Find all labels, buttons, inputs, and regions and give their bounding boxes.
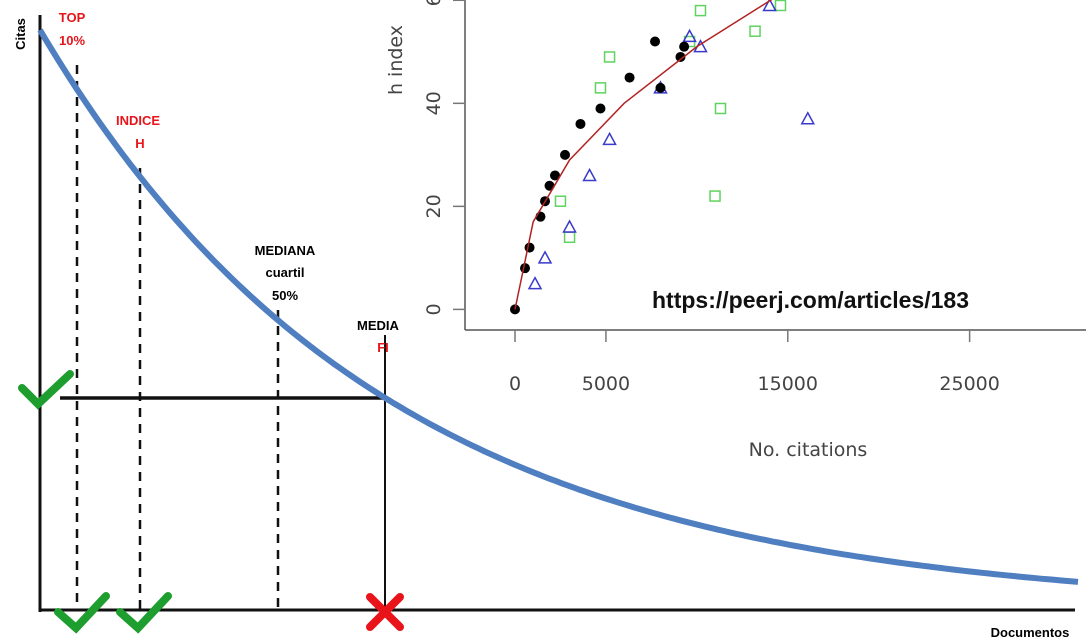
y-tick-label: 0 — [423, 303, 445, 315]
x-tick-label: 0 — [509, 373, 521, 395]
point — [550, 170, 561, 181]
x-tick-label: 15000 — [758, 373, 818, 395]
y-tick-label: 40 — [423, 91, 445, 115]
point — [594, 82, 607, 94]
point — [650, 36, 661, 47]
cross-icon — [366, 593, 404, 631]
point — [709, 190, 721, 202]
label: H — [135, 136, 144, 151]
label: 10% — [59, 33, 85, 48]
label: cuartil — [265, 265, 304, 280]
x-axis-label: Documentos — [991, 625, 1070, 640]
label: MEDIA — [357, 318, 400, 333]
point — [544, 180, 555, 191]
point — [800, 111, 816, 125]
y-axis-title: h index — [385, 25, 407, 95]
point — [714, 102, 727, 115]
x-tick-label: 25000 — [939, 373, 999, 395]
point — [774, 0, 787, 12]
y-tick-label: 6 — [423, 0, 445, 6]
point — [655, 82, 666, 93]
point — [694, 4, 707, 17]
point — [562, 219, 577, 233]
x-axis-title: No. citations — [749, 439, 868, 461]
point — [582, 167, 597, 182]
point — [682, 28, 697, 43]
label: INDICE — [116, 113, 160, 128]
x-tick-label: 5000 — [582, 373, 630, 395]
check-icon — [18, 370, 74, 410]
check-icon — [116, 592, 172, 634]
point — [602, 131, 617, 146]
point — [624, 72, 635, 83]
check-icon — [54, 592, 110, 634]
point — [595, 103, 606, 114]
distribution-curve — [37, 28, 1079, 585]
point — [749, 25, 761, 37]
y-tick-label: 20 — [423, 194, 445, 218]
point — [560, 149, 571, 160]
point — [563, 231, 576, 244]
label: FI — [377, 340, 389, 355]
point — [762, 0, 777, 12]
point — [603, 51, 616, 63]
point — [554, 195, 567, 207]
point — [527, 276, 543, 290]
point — [575, 118, 586, 129]
label: TOP — [59, 10, 86, 25]
fit-line — [514, 0, 773, 310]
point — [675, 51, 686, 62]
point — [537, 250, 553, 264]
point — [524, 242, 535, 253]
point — [679, 41, 690, 52]
inset-chart: No. citations h index 0 5000 15000 25000 0 20… — [385, 0, 1086, 461]
label: 50% — [272, 288, 298, 303]
source-url: https://peerj.com/articles/183 — [652, 287, 969, 313]
y-axis-label: Citas — [13, 18, 28, 50]
label: MEDIANA — [255, 243, 316, 258]
